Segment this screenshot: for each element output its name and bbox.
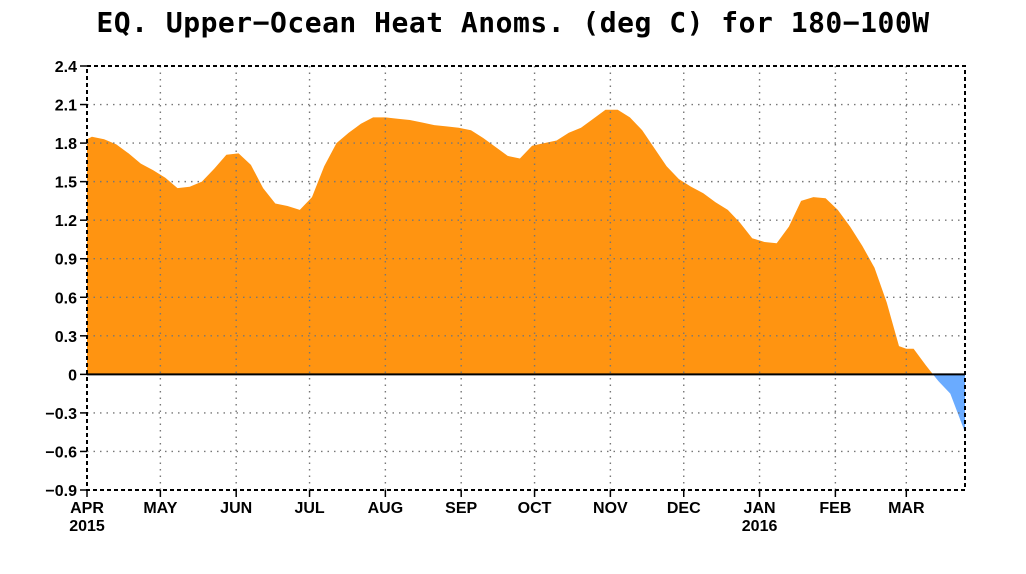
x-tick-label: JUN — [220, 500, 252, 517]
x-tick-label: MAR — [888, 500, 925, 517]
positive-anomaly-area — [87, 109, 965, 375]
x-tick-label: AUG — [368, 500, 404, 517]
y-tick-label: −0.6 — [45, 444, 77, 461]
x-tick-year-label: 2016 — [742, 518, 778, 535]
x-tick-label: NOV — [593, 500, 628, 517]
y-tick-label: 2.1 — [55, 98, 77, 115]
y-tick-label: 0.6 — [55, 290, 77, 307]
x-tick-label: JUL — [294, 500, 324, 517]
y-tick-label: 1.2 — [55, 213, 77, 230]
negative-anomaly-area — [87, 374, 965, 433]
x-tick-year-label: 2015 — [69, 518, 105, 535]
y-tick-label: 1.5 — [55, 175, 77, 192]
tick-layer — [80, 65, 908, 497]
y-tick-label: −0.3 — [45, 406, 77, 423]
x-tick-label: DEC — [667, 500, 701, 517]
y-tick-label: 1.8 — [55, 136, 77, 153]
x-tick-label: FEB — [819, 500, 851, 517]
x-tick-label: MAY — [143, 500, 177, 517]
y-tick-label: −0.9 — [45, 483, 77, 500]
x-tick-label: OCT — [518, 500, 552, 517]
y-tick-label: 2.4 — [55, 59, 77, 76]
grid-layer — [87, 66, 965, 490]
x-tick-label: SEP — [445, 500, 477, 517]
x-tick-label: APR — [70, 500, 104, 517]
y-tick-label: 0 — [68, 367, 77, 384]
chart-title: EQ. Upper−Ocean Heat Anoms. (deg C) for … — [96, 6, 930, 39]
area-layer — [87, 109, 965, 433]
label-layer: 2.4 2.1 1.8 1.5 1.2 0.9 0.6 0.3 0 −0.3 −0.6 −0.9APR… — [45, 59, 925, 535]
y-tick-label: 0.9 — [55, 252, 77, 269]
y-tick-label: 0.3 — [55, 329, 77, 346]
x-tick-label: JAN — [744, 500, 776, 517]
